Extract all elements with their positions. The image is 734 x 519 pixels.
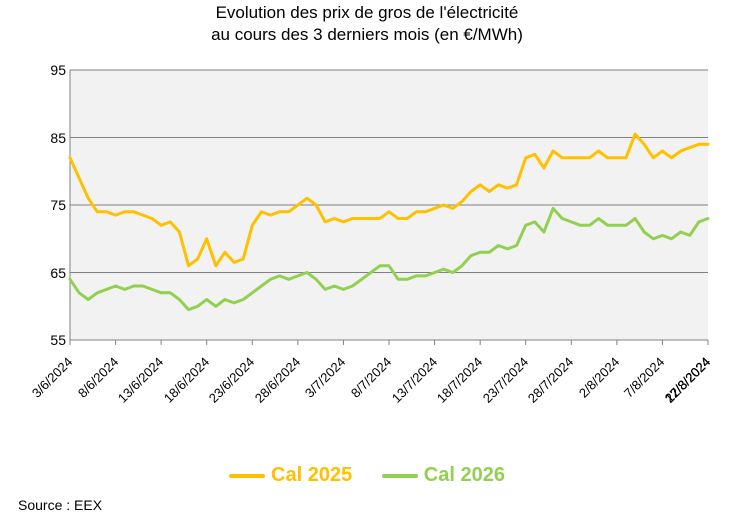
ytick-label: 55 <box>18 332 66 348</box>
ytick-label: 95 <box>18 62 66 78</box>
legend-label-cal2025: Cal 2025 <box>271 464 352 487</box>
chart-title: Evolution des prix de gros de l'électric… <box>0 2 734 46</box>
ytick-label: 75 <box>18 197 66 213</box>
legend-label-cal2026: Cal 2026 <box>424 464 505 487</box>
legend-swatch-cal2026 <box>382 474 418 478</box>
ytick-label: 85 <box>18 130 66 146</box>
chart-area: 55657585953/6/20248/6/202413/6/202418/6/… <box>18 58 718 418</box>
title-line-1: Evolution des prix de gros de l'électric… <box>216 3 519 22</box>
title-line-2: au cours des 3 derniers mois (en €/MWh) <box>211 25 523 44</box>
legend-item-cal2026: Cal 2026 <box>382 464 505 487</box>
legend-swatch-cal2025 <box>229 474 265 478</box>
source-label: Source : EEX <box>18 497 102 513</box>
chart-legend: Cal 2025 Cal 2026 <box>0 461 734 488</box>
legend-item-cal2025: Cal 2025 <box>229 464 352 487</box>
chart-page: Evolution des prix de gros de l'électric… <box>0 0 734 519</box>
ytick-label: 65 <box>18 265 66 281</box>
